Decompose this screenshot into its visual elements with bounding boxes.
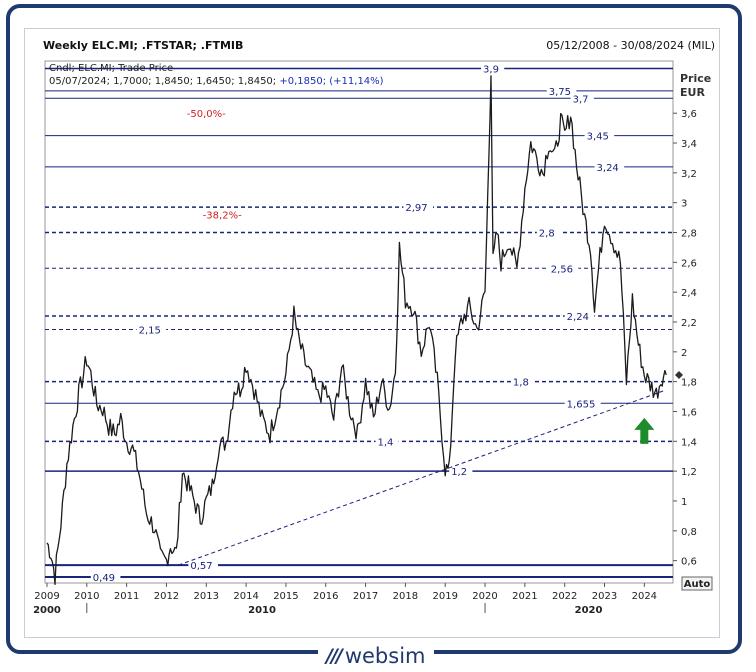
level-label-bg (403, 201, 433, 213)
y-tick-label: 1,8 (681, 378, 697, 389)
x-tick-label: 2023 (592, 591, 617, 602)
level-label: 2,8 (539, 229, 555, 240)
level-label: 2,15 (139, 325, 161, 336)
chart-panel: 3,9 3,75 3,7 3,45 3,24 2,97 2,8 2,56 2,24 2,15 1,8… (24, 28, 720, 638)
y-tick-label: 1,2 (681, 467, 697, 478)
level-label: 0,49 (93, 573, 115, 584)
legend-change: +0,1850; (+11,14%) (279, 76, 383, 87)
level-label-bg (375, 435, 399, 447)
currency-axis-label: EUR (680, 86, 705, 99)
axes-layer: 0,6 0,8 1 1,2 1,4 1,6 1,8 2 2,2 2,4 2,6 2,8 3 3,2 3,4 3… (33, 109, 697, 616)
level-label: 2,97 (405, 203, 427, 214)
level-label: 2,56 (551, 264, 573, 275)
x-tick-label: 2014 (233, 591, 258, 602)
level-label-bg (546, 84, 577, 96)
x-decade-label: 2020 (575, 605, 603, 616)
y-tick-label: 2,4 (681, 288, 697, 299)
auto-button[interactable]: Auto (681, 576, 713, 591)
level-label: 1,655 (567, 399, 596, 410)
x-tick-label: 2018 (393, 591, 418, 602)
x-tick-label: 2019 (432, 591, 457, 602)
x-tick-label: 2013 (194, 591, 219, 602)
fib-annotation: -50,0%- (187, 109, 226, 120)
x-decade-label: 2010 (248, 605, 276, 616)
x-tick-label: 2015 (273, 591, 298, 602)
level-label: 3,24 (597, 163, 619, 174)
x-tick-label: 2016 (313, 591, 338, 602)
y-tick-label: 2,8 (681, 229, 697, 240)
auto-button-box[interactable] (681, 576, 713, 591)
y-tick-label: 0,6 (681, 557, 697, 568)
level-label-bg (188, 559, 218, 571)
level-label-bg (584, 129, 615, 141)
x-decade-label: 2000 (33, 605, 61, 616)
level-label: 1,4 (378, 437, 394, 448)
websim-logo-icon: /// (326, 645, 343, 667)
y-tick-label: 3,2 (681, 169, 697, 180)
chart-svg[interactable]: 3,9 3,753,7 3,45 3,24 2,97 2,8 2,56 2,24 2,15 1,8… (25, 29, 721, 639)
y-tick-label: 2 (681, 348, 687, 359)
x-tick-label: 2009 (34, 591, 59, 602)
level-label-bg (536, 226, 560, 238)
x-tick-label: 2012 (154, 591, 179, 602)
level-label-bg (90, 571, 121, 583)
y-tick-label: 2,6 (681, 258, 697, 269)
legend-ohlc: 05/07/2024; 1,7000; 1,8450; 1,6450; 1,84… (49, 76, 279, 87)
last-price-marker (675, 370, 683, 379)
level-label-bg (510, 375, 535, 387)
trendline (178, 390, 665, 566)
level-label: 1,8 (513, 378, 529, 389)
x-tick-label: 2020 (472, 591, 497, 602)
x-tick-label: 2017 (353, 591, 378, 602)
websim-logo: /// websim (318, 644, 434, 668)
websim-logo-text: websim (344, 644, 426, 668)
level-label-bg (449, 465, 473, 477)
chart-title: Weekly ELC.MI; .FTSTAR; .FTMIB (43, 39, 243, 52)
level-label-bg (481, 62, 505, 74)
level-label: 3,7 (573, 94, 589, 105)
price-series-line (46, 75, 667, 585)
up-arrow-icon (634, 417, 655, 444)
x-tick-label: 2022 (552, 591, 577, 602)
y-tick-label: 3,6 (681, 109, 697, 120)
price-axis-label: Price (680, 72, 711, 85)
series-layer (46, 75, 667, 585)
level-label: 1,2 (451, 467, 467, 478)
fib-annotation: -38,2%- (203, 211, 242, 222)
level-label: 3,9 (483, 64, 499, 75)
x-tick-label: 2011 (114, 591, 139, 602)
level-label: 3,75 (549, 87, 571, 98)
auto-button-label[interactable]: Auto (684, 579, 711, 590)
y-tick-label: 0,8 (681, 527, 697, 538)
y-tick-label: 1,6 (681, 407, 697, 418)
y-tick-label: 3 (681, 199, 687, 210)
x-tick-label: 2024 (632, 591, 657, 602)
level-label-bg (136, 323, 167, 335)
legend-line-2: 05/07/2024; 1,7000; 1,8450; 1,6450; 1,84… (49, 76, 384, 87)
level-label: 3,45 (587, 132, 609, 143)
y-tick-label: 2,2 (681, 318, 697, 329)
overlay-layer: -50,0%- -38,2%- (187, 109, 683, 444)
legend-line-1: Cndl; ELC.MI; Trade Price (49, 63, 173, 74)
level-label-bg (564, 310, 595, 322)
date-range: 05/12/2008 - 30/08/2024 (MIL) (546, 39, 715, 52)
level-label-bg (564, 397, 601, 409)
levels-layer: 3,9 3,753,7 3,45 3,24 2,97 2,8 2,56 2,24 2,15 1,8… (45, 62, 673, 584)
y-tick-label: 1,4 (681, 437, 697, 448)
level-label-bg (570, 92, 594, 104)
x-tick-label: 2021 (512, 591, 537, 602)
level-label-bg (594, 160, 625, 172)
level-label-bg (548, 262, 579, 274)
x-tick-label: 2010 (74, 591, 99, 602)
y-tick-label: 3,4 (681, 139, 697, 150)
level-label: 2,24 (567, 312, 589, 323)
level-label: 0,57 (190, 561, 212, 572)
y-tick-label: 1 (681, 497, 687, 508)
